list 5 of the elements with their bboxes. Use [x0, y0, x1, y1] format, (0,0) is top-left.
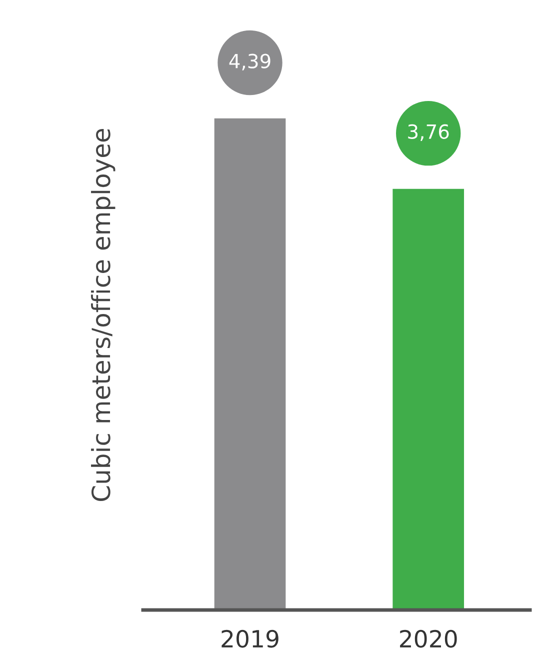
data-label: 4,39 [229, 54, 270, 70]
x-tick-label: 2020 [400, 630, 457, 648]
y-axis-title: Cubic meters/office employee [91, 128, 116, 501]
data-label: 3,76 [408, 124, 449, 141]
x-tick-label: 2019 [222, 630, 278, 648]
